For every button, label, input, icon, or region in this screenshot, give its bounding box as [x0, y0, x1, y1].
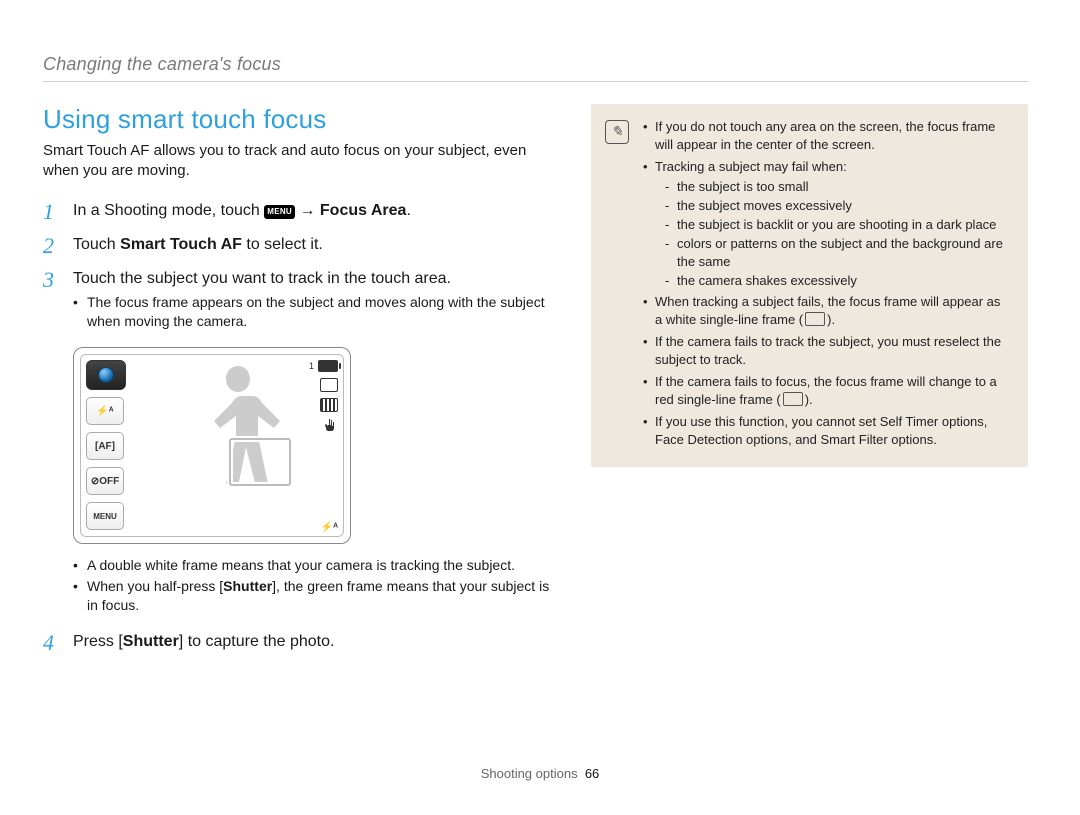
note-item: If the camera fails to focus, the focus …	[643, 373, 1010, 409]
step-number: 1	[43, 200, 61, 224]
camera-screen-figure: ⚡ᴬ [AF] ⊘OFF MENU 1	[73, 347, 351, 544]
frame-icon	[783, 392, 803, 406]
step-bold: Focus Area	[320, 202, 407, 219]
frame-icon	[805, 312, 825, 326]
note-item: Tracking a subject may fail when: the su…	[643, 158, 1010, 290]
right-column: ✎ If you do not touch any area on the sc…	[591, 104, 1028, 665]
sub-item: The focus frame appears on the subject a…	[73, 293, 551, 331]
step-number: 3	[43, 268, 61, 333]
note-text: Tracking a subject may fail when:	[655, 159, 847, 174]
divider	[43, 81, 1028, 82]
step-text: to select it.	[242, 236, 323, 253]
note-sublist: the subject is too small the subject mov…	[665, 178, 1010, 290]
step-4: 4 Press [Shutter] to capture the photo.	[43, 631, 551, 655]
sub-bold: Shutter	[223, 578, 272, 594]
note-text: ).	[805, 392, 813, 407]
note-item: When tracking a subject fails, the focus…	[643, 293, 1010, 329]
step-bold: Shutter	[123, 633, 179, 650]
step-text: Touch	[73, 236, 120, 253]
step-text: Press [	[73, 633, 123, 650]
note-subitem: the subject is backlit or you are shooti…	[665, 216, 1010, 234]
note-subitem: the subject is too small	[665, 178, 1010, 196]
sub-list: The focus frame appears on the subject a…	[73, 293, 551, 331]
step-body: Touch the subject you want to track in t…	[73, 268, 551, 333]
note-subitem: colors or patterns on the subject and th…	[665, 235, 1010, 271]
af-button-icon: [AF]	[86, 432, 124, 460]
step-3: 3 Touch the subject you want to track in…	[43, 268, 551, 333]
quality-indicator-icon	[320, 398, 338, 412]
step-body: Press [Shutter] to capture the photo.	[73, 631, 551, 655]
focus-frame-icon	[229, 438, 291, 486]
note-subitem: the subject moves excessively	[665, 197, 1010, 215]
footer-page-number: 66	[585, 766, 599, 781]
shot-count: 1	[309, 361, 314, 371]
step-number: 2	[43, 234, 61, 258]
stabilizer-icon	[324, 418, 338, 432]
footer-section: Shooting options	[481, 766, 578, 781]
page-footer: Shooting options 66	[0, 766, 1080, 781]
step-text: →	[295, 202, 320, 219]
intro-text: Smart Touch AF allows you to track and a…	[43, 141, 551, 182]
size-indicator-icon	[320, 378, 338, 392]
sub-text: When you half-press [	[87, 578, 223, 594]
step-body: In a Shooting mode, touch MENU → Focus A…	[73, 200, 551, 224]
menu-button-icon: MENU	[86, 502, 124, 530]
note-text: If the camera fails to focus, the focus …	[655, 374, 997, 407]
note-item: If you use this function, you cannot set…	[643, 413, 1010, 449]
camera-status-icons: 1	[309, 360, 338, 432]
note-item: If the camera fails to track the subject…	[643, 333, 1010, 369]
step-list: 1 In a Shooting mode, touch MENU → Focus…	[43, 200, 551, 334]
note-text: ).	[827, 312, 835, 327]
step-list: 4 Press [Shutter] to capture the photo.	[43, 631, 551, 655]
mode-dial-icon	[86, 360, 126, 390]
note-list: If you do not touch any area on the scre…	[643, 118, 1010, 453]
step-text: .	[406, 202, 410, 219]
note-item: If you do not touch any area on the scre…	[643, 118, 1010, 154]
flash-indicator-icon: ⚡ᴬ	[321, 522, 338, 533]
step-bold: Smart Touch AF	[120, 236, 242, 253]
note-icon: ✎	[605, 120, 629, 144]
flash-button-icon: ⚡ᴬ	[86, 397, 124, 425]
note-subitem: the camera shakes excessively	[665, 272, 1010, 290]
off-button-icon: ⊘OFF	[86, 467, 124, 495]
step-1: 1 In a Shooting mode, touch MENU → Focus…	[43, 200, 551, 224]
left-column: Using smart touch focus Smart Touch AF a…	[43, 104, 551, 665]
sub-list: A double white frame means that your cam…	[73, 556, 551, 615]
step-text: Touch the subject you want to track in t…	[73, 270, 451, 287]
note-box: ✎ If you do not touch any area on the sc…	[591, 104, 1028, 467]
sub-item: A double white frame means that your cam…	[73, 556, 551, 575]
step-text: ] to capture the photo.	[179, 633, 335, 650]
menu-icon: MENU	[264, 205, 295, 220]
camera-sidebar: ⚡ᴬ [AF] ⊘OFF MENU	[86, 360, 126, 530]
step-number: 4	[43, 631, 61, 655]
sub-item: When you half-press [Shutter], the green…	[73, 577, 551, 615]
battery-icon	[318, 360, 338, 372]
step-text: In a Shooting mode, touch	[73, 202, 264, 219]
section-heading: Using smart touch focus	[43, 104, 551, 135]
step-body: Touch Smart Touch AF to select it.	[73, 234, 551, 258]
step-2: 2 Touch Smart Touch AF to select it.	[43, 234, 551, 258]
breadcrumb: Changing the camera's focus	[43, 54, 1028, 75]
